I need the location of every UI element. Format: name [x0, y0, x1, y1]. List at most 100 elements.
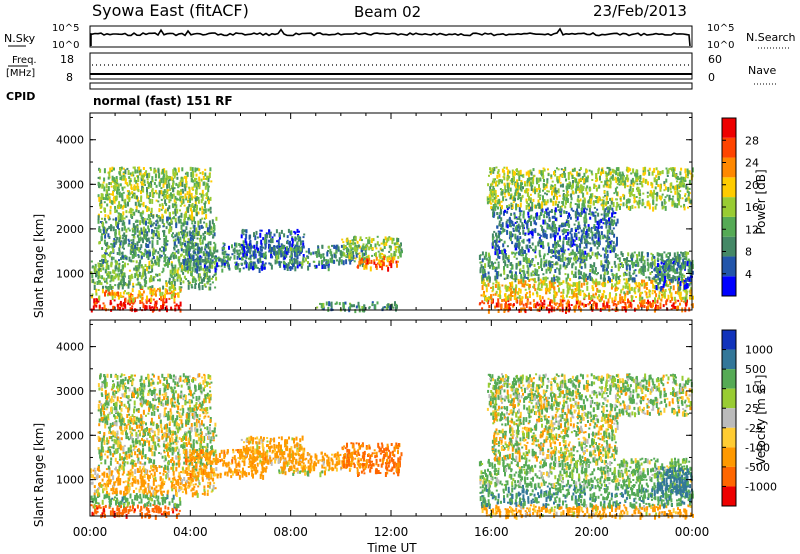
power-cell	[631, 277, 634, 281]
power-cell	[184, 243, 186, 246]
power-cell	[236, 249, 239, 253]
noise-left-tick-bottom: 10^0	[52, 40, 79, 51]
power-cell	[167, 179, 170, 184]
power-cell	[112, 292, 115, 296]
power-cell	[578, 236, 581, 241]
power-cell	[533, 283, 536, 289]
power-cell	[143, 278, 146, 283]
power-cell	[268, 229, 271, 235]
power-cell	[269, 231, 272, 234]
power-cell	[116, 186, 119, 191]
power-cell	[381, 256, 384, 259]
power-cell	[163, 256, 166, 260]
power-cell	[547, 249, 550, 254]
power-cell	[162, 176, 165, 180]
power-cell	[177, 167, 180, 173]
power-cell	[186, 221, 189, 226]
power-cell	[583, 259, 586, 264]
power-cell	[562, 240, 565, 245]
power-cell	[591, 234, 594, 239]
power-cell	[115, 293, 118, 296]
power-cell	[185, 184, 188, 188]
power-cell	[164, 247, 167, 251]
power-cell	[197, 211, 200, 215]
power-cell	[606, 267, 608, 272]
power-cell	[604, 247, 607, 253]
power-cell	[296, 260, 299, 266]
power-cell	[283, 233, 286, 238]
power-cell	[669, 280, 672, 285]
power-cell	[202, 251, 205, 254]
power-cell	[517, 278, 520, 281]
power-cell	[346, 252, 349, 255]
power-cell	[616, 237, 618, 242]
power-cell	[566, 262, 569, 266]
power-cell	[528, 290, 531, 294]
power-cell	[497, 287, 500, 290]
power-cell	[667, 263, 670, 266]
power-cell	[506, 257, 509, 259]
power-cell	[659, 253, 662, 257]
power-cell	[287, 228, 290, 233]
power-cell	[394, 245, 397, 250]
power-cell	[509, 303, 512, 307]
power-cell	[140, 195, 143, 199]
power-cell	[168, 257, 170, 262]
power-cell	[201, 195, 204, 201]
power-cell	[577, 221, 580, 226]
power-cell	[485, 297, 488, 300]
power-cell	[173, 247, 176, 251]
power-cell	[179, 241, 182, 246]
power-cell	[380, 260, 383, 263]
power-cell	[529, 197, 532, 201]
power-cell	[165, 305, 168, 310]
power-cell	[388, 245, 391, 249]
power-cell	[153, 222, 155, 225]
power-cell	[529, 278, 532, 281]
power-cell	[484, 294, 487, 297]
power-cell	[603, 222, 606, 225]
power-cell	[639, 291, 642, 295]
power-cell	[150, 181, 152, 185]
power-cell	[659, 302, 662, 308]
power-cell	[240, 262, 243, 265]
power-cell	[510, 212, 513, 216]
power-cell	[160, 305, 162, 308]
power-cell	[107, 272, 110, 275]
power-cell	[596, 255, 599, 260]
power-cell	[346, 250, 348, 253]
power-cell	[690, 293, 693, 297]
power-cell	[670, 292, 673, 297]
power-cell	[176, 269, 179, 274]
power-cell	[169, 282, 171, 285]
power-cell	[208, 220, 211, 226]
power-cell	[106, 247, 108, 250]
power-cell	[651, 292, 654, 295]
power-cell	[553, 263, 556, 266]
power-cell	[179, 209, 181, 212]
power-cell	[359, 236, 362, 240]
power-cell	[214, 265, 217, 270]
power-cell	[162, 183, 165, 188]
power-cell	[607, 212, 609, 217]
power-cell	[496, 250, 499, 256]
power-cell	[581, 233, 584, 237]
power-cell	[497, 271, 500, 277]
power-cell	[148, 298, 151, 302]
power-cell	[526, 298, 529, 302]
power-cell	[175, 223, 178, 229]
power-cell	[191, 266, 194, 272]
power-cell	[224, 259, 226, 265]
power-cell	[506, 264, 509, 268]
power-cell	[132, 234, 135, 237]
power-cell	[488, 264, 491, 269]
power-cell	[198, 246, 201, 250]
cpid-frame	[89, 82, 693, 90]
power-cell	[164, 288, 167, 294]
power-cell	[171, 234, 174, 238]
power-cell	[685, 301, 688, 307]
power-cell	[615, 286, 618, 291]
power-cell	[638, 251, 641, 257]
power-cell	[486, 297, 489, 303]
power-cell	[508, 231, 511, 235]
